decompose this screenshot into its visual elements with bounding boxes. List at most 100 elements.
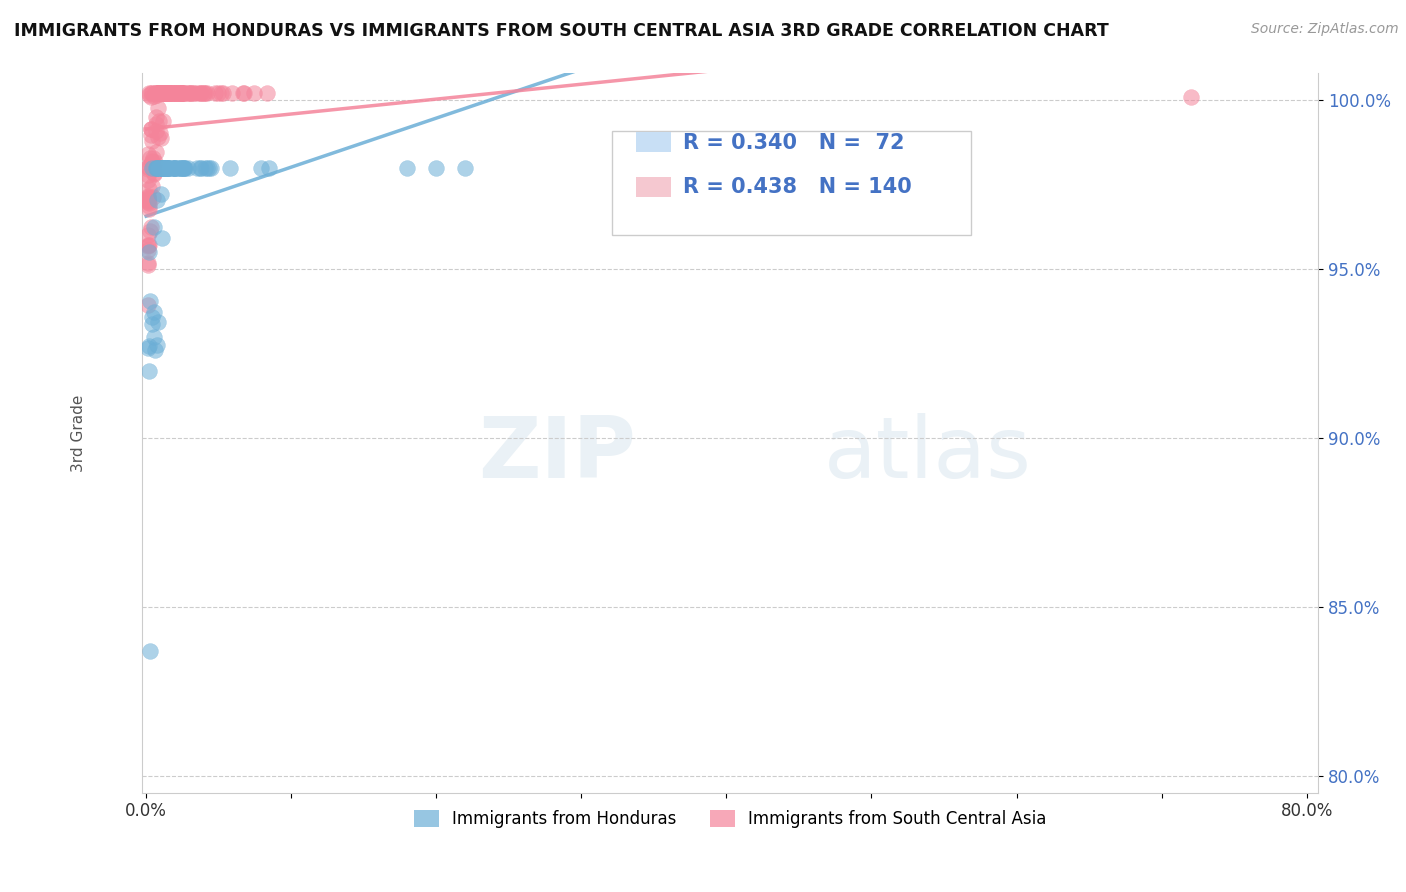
Point	[173, 161, 195, 175]
Point	[221, 87, 243, 101]
Point	[163, 161, 186, 175]
Point	[232, 87, 254, 101]
Point	[179, 87, 201, 101]
Point	[180, 87, 202, 101]
Point	[142, 189, 165, 203]
Point	[152, 161, 174, 175]
Point	[136, 194, 159, 208]
Point	[149, 126, 172, 140]
Point	[153, 87, 176, 101]
Point	[141, 317, 163, 331]
Point	[143, 87, 166, 101]
Point	[169, 161, 191, 175]
Point	[150, 87, 173, 101]
Point	[153, 87, 176, 101]
Point	[148, 161, 170, 175]
Text: Source: ZipAtlas.com: Source: ZipAtlas.com	[1251, 22, 1399, 37]
Point	[162, 87, 184, 101]
Point	[156, 87, 179, 101]
Point	[150, 161, 173, 175]
Point	[162, 87, 184, 101]
Point	[136, 238, 159, 252]
Point	[153, 87, 176, 101]
Point	[157, 161, 180, 175]
Point	[149, 87, 172, 101]
Point	[454, 161, 477, 175]
FancyBboxPatch shape	[636, 178, 671, 197]
Point	[156, 87, 179, 101]
Point	[169, 87, 191, 101]
Point	[136, 160, 159, 174]
Point	[142, 89, 165, 103]
Point	[138, 364, 160, 378]
Point	[173, 87, 195, 101]
Point	[148, 113, 170, 128]
Point	[172, 161, 194, 175]
Point	[165, 161, 187, 175]
Point	[155, 161, 177, 175]
Point	[149, 186, 172, 201]
Point	[145, 110, 167, 124]
Point	[162, 87, 184, 101]
Point	[157, 87, 180, 101]
Point	[153, 87, 176, 101]
Point	[139, 121, 162, 136]
Point	[166, 87, 188, 101]
Point	[157, 87, 180, 101]
Point	[146, 87, 169, 101]
Point	[167, 87, 190, 101]
Point	[146, 87, 169, 101]
Point	[170, 161, 193, 175]
Point	[139, 224, 162, 238]
Point	[256, 87, 278, 101]
Point	[141, 157, 163, 171]
Point	[157, 87, 180, 101]
Point	[145, 161, 167, 175]
Point	[157, 161, 180, 175]
Point	[139, 128, 162, 142]
Point	[142, 330, 165, 344]
Point	[149, 87, 172, 101]
Point	[142, 151, 165, 165]
Point	[150, 130, 173, 145]
Point	[170, 87, 193, 101]
Point	[180, 87, 202, 101]
Point	[136, 146, 159, 161]
Text: R = 0.438   N = 140: R = 0.438 N = 140	[683, 178, 911, 197]
Point	[143, 87, 166, 101]
Point	[136, 160, 159, 174]
Point	[141, 87, 163, 101]
Point	[163, 87, 186, 101]
Point	[193, 161, 215, 175]
Point	[146, 87, 169, 101]
Point	[149, 87, 172, 101]
Point	[138, 199, 160, 213]
Point	[153, 87, 176, 101]
Point	[146, 161, 169, 175]
Point	[142, 220, 165, 235]
Point	[150, 161, 173, 175]
Point	[200, 161, 222, 175]
Point	[162, 87, 184, 101]
Point	[136, 341, 159, 355]
Point	[212, 87, 235, 101]
Point	[257, 161, 280, 175]
Point	[233, 87, 256, 101]
Point	[207, 87, 229, 101]
Point	[136, 256, 159, 270]
Point	[167, 87, 190, 101]
Point	[143, 305, 166, 319]
Point	[156, 161, 179, 175]
Point	[148, 161, 170, 175]
Point	[218, 161, 240, 175]
Point	[145, 87, 167, 101]
Point	[141, 87, 163, 101]
Point	[157, 161, 180, 175]
Point	[145, 124, 167, 138]
Point	[136, 243, 159, 257]
Point	[174, 161, 197, 175]
Point	[141, 219, 163, 234]
Point	[150, 87, 173, 101]
Text: ZIP: ZIP	[478, 413, 636, 496]
Point	[142, 166, 165, 180]
